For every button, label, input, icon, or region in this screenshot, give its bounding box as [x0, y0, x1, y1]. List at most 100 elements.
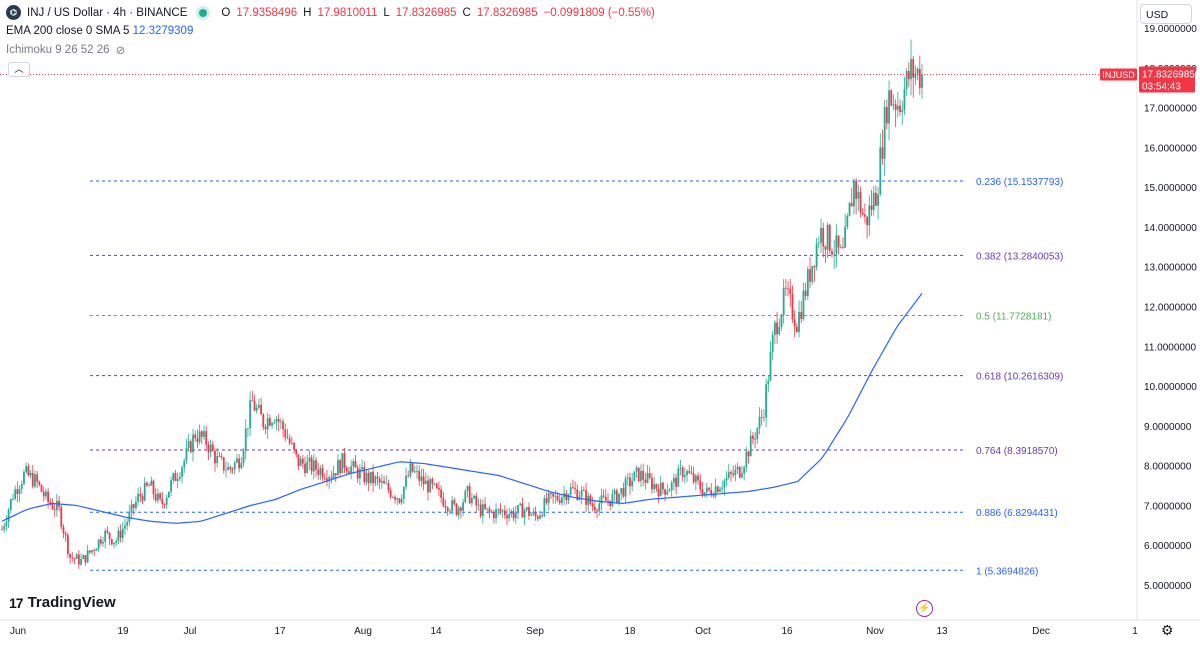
candle-body	[23, 471, 25, 485]
candle-body	[71, 557, 74, 559]
candle-body	[798, 311, 800, 332]
candle-body	[677, 468, 680, 487]
candle-body	[66, 535, 69, 555]
candle-body	[385, 483, 388, 485]
candle-body	[216, 455, 219, 464]
y-tick-label: 15.0000000	[1144, 183, 1197, 194]
lightning-badge-icon[interactable]: ⚡	[916, 600, 933, 617]
candle-body	[604, 496, 607, 501]
candle-body	[793, 319, 796, 327]
candle-body	[7, 509, 10, 522]
candle-body	[176, 478, 179, 481]
candle-body	[571, 487, 574, 489]
candle-body	[664, 489, 667, 495]
candle-body	[690, 472, 693, 474]
tradingview-brand[interactable]: 17 TradingView	[9, 594, 116, 611]
ema-legend[interactable]: EMA 200 close 0 SMA 5 12.3279309	[6, 25, 193, 37]
candle-body	[596, 510, 598, 512]
x-tick-label: 16	[781, 626, 793, 637]
candle-body	[896, 105, 899, 110]
candle-body	[771, 335, 774, 353]
candle-body	[668, 489, 671, 492]
price-change: −0.0991809 (−0.55%)	[543, 6, 655, 19]
ohlc-close-value: 17.8326985	[476, 6, 538, 19]
candle-body	[514, 512, 517, 519]
candle-body	[400, 498, 403, 503]
candle-body	[481, 504, 484, 517]
candle-body	[451, 500, 454, 511]
x-tick-label: Jun	[10, 626, 26, 637]
brand-name: TradingView	[27, 594, 116, 611]
candle-body	[780, 315, 783, 328]
candle-body	[407, 475, 410, 477]
ichimoku-legend[interactable]: Ichimoku 9 26 52 26 ⊘	[6, 43, 125, 57]
candle-body	[495, 509, 497, 519]
x-tick-label: 19	[117, 626, 129, 637]
candle-body	[837, 235, 840, 248]
candle-body	[411, 463, 414, 472]
symbol-tag-bg	[1100, 68, 1137, 81]
gear-icon[interactable]: ⚙	[1161, 622, 1174, 638]
candle-body	[170, 480, 172, 492]
candle-body	[86, 550, 89, 563]
candle-body	[16, 489, 19, 494]
candle-body	[442, 497, 445, 507]
candle-body	[12, 498, 14, 500]
candle-body	[108, 532, 111, 539]
candle-body	[326, 478, 328, 481]
candle-body	[185, 447, 188, 461]
candle-body	[124, 525, 126, 529]
symbol-title[interactable]: INJ / US Dollar · 4h · BINANCE	[27, 6, 188, 19]
candle-body	[264, 427, 267, 430]
candle-body	[523, 509, 526, 518]
candle-body	[141, 496, 144, 501]
candle-body	[547, 493, 550, 503]
candle-body	[435, 483, 438, 488]
candle-body	[833, 253, 836, 255]
candle-body	[633, 471, 636, 482]
candle-body	[484, 504, 486, 509]
candle-body	[490, 511, 493, 513]
candle-body	[200, 431, 203, 437]
candle-body	[870, 205, 873, 210]
ema-200-line[interactable]	[1, 293, 923, 524]
candle-body	[644, 479, 647, 483]
candle-body	[839, 246, 842, 248]
candle-body	[536, 516, 539, 519]
candle-body	[613, 490, 616, 495]
candle-body	[701, 489, 704, 496]
candle-body	[914, 73, 917, 78]
candle-body	[510, 511, 513, 515]
candle-body	[890, 90, 893, 106]
candle-body	[350, 466, 353, 474]
candle-body	[460, 507, 462, 511]
candle-body	[225, 470, 227, 471]
candle-body	[499, 509, 502, 512]
candle-body	[859, 192, 862, 213]
candle-body	[339, 460, 342, 474]
fib-level-label: 0.5 (11.7728181)	[976, 312, 1051, 323]
candle-body	[602, 495, 605, 497]
candle-body	[784, 287, 787, 289]
candle-body	[286, 437, 289, 439]
candle-body	[3, 526, 6, 530]
candle-body	[593, 506, 596, 511]
candle-body	[152, 480, 155, 495]
candle-body	[387, 483, 390, 491]
chevron-up-icon[interactable]: ︿	[8, 62, 30, 77]
candle-body	[337, 460, 339, 476]
candle-body	[681, 467, 684, 478]
ema-value: 12.3279309	[132, 25, 194, 37]
eye-hidden-icon[interactable]: ⊘	[115, 45, 126, 57]
candle-body	[249, 400, 252, 429]
inj-logo-icon: ⌬	[6, 5, 21, 20]
candle-body	[418, 471, 421, 481]
candle-body	[806, 269, 809, 297]
candle-body	[455, 503, 458, 515]
currency-selector[interactable]: USD	[1140, 4, 1192, 24]
candle-body	[420, 476, 423, 481]
candle-body	[694, 475, 697, 483]
candle-body	[161, 498, 164, 505]
candle-body	[75, 554, 78, 560]
